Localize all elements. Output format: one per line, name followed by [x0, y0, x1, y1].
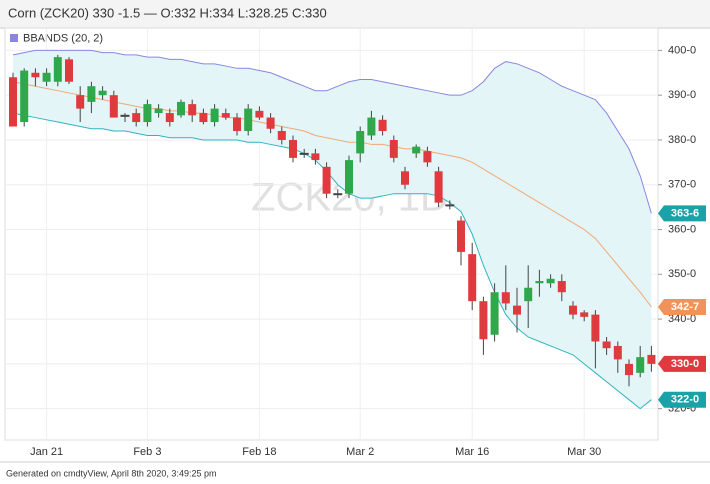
candle-body: [636, 357, 645, 373]
candle-body: [423, 151, 432, 163]
candle-body: [76, 95, 85, 109]
candle-body: [233, 117, 241, 131]
candle-body: [378, 119, 387, 131]
candle-body: [434, 171, 443, 203]
candle-body: [210, 108, 219, 123]
candle-body: [154, 108, 163, 114]
candle-body: [647, 354, 656, 364]
price-badge: [658, 205, 706, 222]
price-badge-label: 342-7: [671, 301, 699, 313]
chart-title: Corn (ZCK20) 330 -1.5 — O:332 H:334 L:32…: [8, 5, 327, 20]
candle-body: [255, 110, 264, 118]
candle-body: [221, 113, 230, 118]
candle-body: [546, 278, 555, 284]
price-badge: [658, 355, 706, 372]
candle-body: [345, 160, 353, 194]
candle-body: [479, 301, 488, 340]
candle-body: [602, 341, 611, 349]
candle-body: [42, 72, 51, 82]
candle-body: [490, 292, 499, 335]
header-bar: [0, 0, 710, 28]
candle-body: [513, 305, 521, 315]
x-tick-label: Mar 2: [346, 446, 374, 458]
band-fill: [13, 50, 652, 409]
candle-body: [401, 171, 409, 185]
x-tick-label: Mar 16: [455, 446, 489, 458]
candle-body: [266, 117, 275, 129]
candle-body: [65, 59, 73, 82]
candle-body: [31, 72, 40, 78]
candle-body: [356, 131, 365, 154]
candle-body: [244, 108, 253, 131]
candle-body: [468, 254, 477, 302]
candle-body: [613, 345, 622, 360]
candle-body: [557, 281, 566, 293]
candle-body: [591, 314, 600, 342]
candle-body: [457, 220, 465, 252]
y-tick-label: 340-0: [668, 313, 696, 325]
candle-body: [188, 104, 197, 116]
x-tick-label: Jan 21: [30, 446, 63, 458]
footer: Generated on cmdtyView, April 8th 2020, …: [6, 468, 216, 478]
x-tick-label: Mar 30: [567, 446, 601, 458]
plot-frame: [4, 27, 659, 441]
y-tick-label: 380-0: [668, 134, 696, 146]
price-badge-label: 322-0: [671, 394, 699, 406]
candle-body: [367, 117, 376, 136]
x-tick-label: Feb 3: [133, 446, 161, 458]
candle-body: [625, 363, 633, 376]
candle-body: [389, 139, 398, 158]
candle-body: [580, 312, 589, 317]
candle-body: [165, 113, 174, 123]
candle-body: [289, 139, 297, 158]
x-tick-label: Feb 18: [242, 446, 276, 458]
candle-body: [9, 77, 17, 127]
candle-body: [535, 281, 544, 284]
candle-body: [143, 104, 152, 123]
band-line: [12, 49, 652, 214]
candle-body: [412, 146, 421, 154]
y-tick-label: 390-0: [668, 89, 696, 101]
candle-body: [299, 152, 309, 155]
price-badge-label: 363-6: [671, 207, 699, 219]
y-tick-label: 400-0: [668, 44, 696, 56]
price-badge-label: 330-0: [671, 358, 699, 370]
candle-body: [569, 305, 577, 315]
candle-body: [53, 57, 62, 82]
price-badge: [658, 298, 706, 315]
y-tick-label: 360-0: [668, 223, 696, 235]
candle-body: [277, 131, 286, 140]
legend-label: BBANDS (20, 2): [23, 32, 103, 44]
price-badge: [658, 391, 706, 408]
y-tick-label: 350-0: [668, 268, 696, 280]
band-line: [12, 81, 652, 308]
candle-body: [132, 113, 141, 123]
candle-body: [87, 86, 96, 102]
candle-body: [120, 114, 130, 117]
legend-swatch: [10, 34, 18, 42]
candle-body: [177, 101, 185, 116]
candle-body: [524, 287, 533, 302]
candle-body: [501, 292, 510, 304]
candle-body: [98, 90, 107, 96]
y-tick-label: 370-0: [668, 179, 696, 191]
candle-body: [333, 193, 343, 196]
candle-body: [20, 70, 29, 123]
candle-body: [322, 166, 331, 194]
band-line: [12, 112, 652, 410]
candle-body: [445, 204, 455, 207]
candle-body: [109, 95, 118, 118]
candle-body: [311, 153, 320, 161]
candle-body: [199, 113, 208, 123]
